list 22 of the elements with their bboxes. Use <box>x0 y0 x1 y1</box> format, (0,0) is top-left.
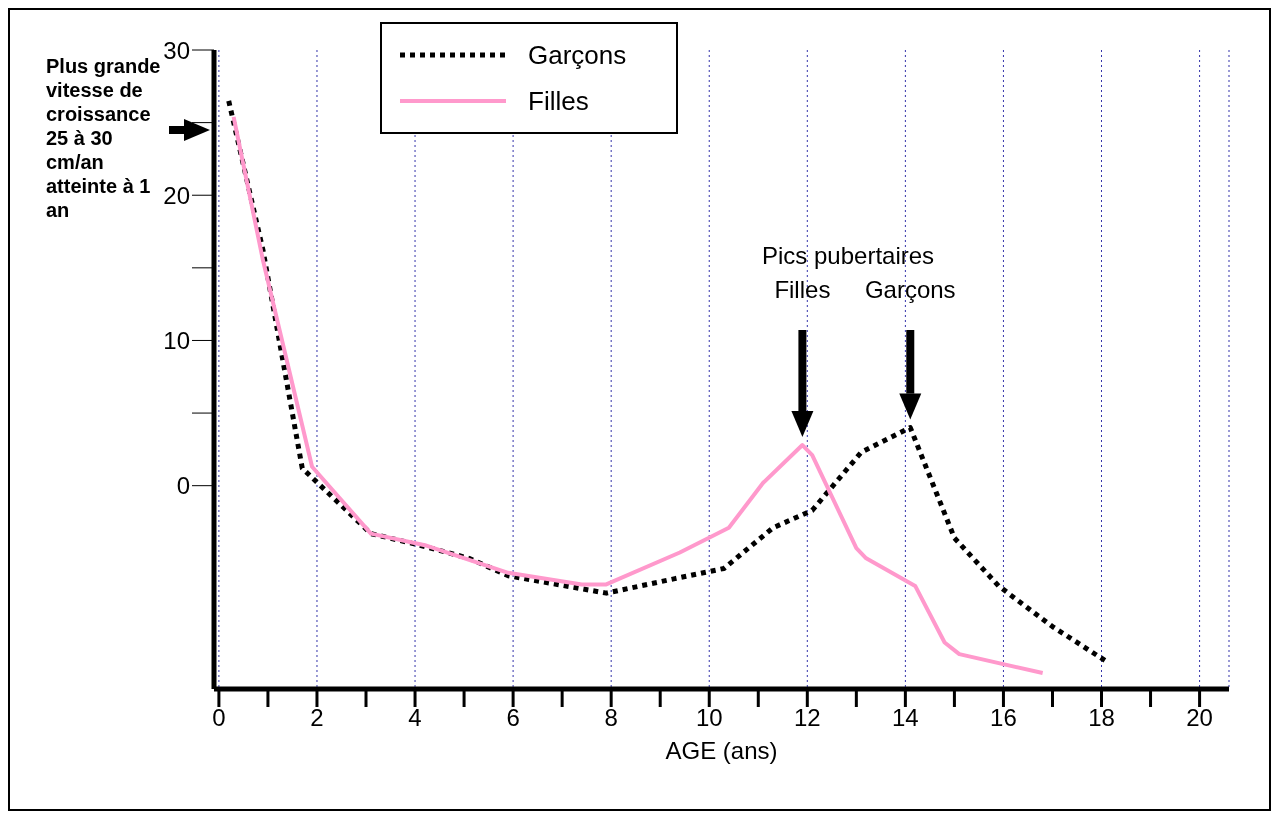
x-tick-label: 0 <box>212 704 226 732</box>
x-tick-label: 4 <box>408 704 422 732</box>
annotation: Garçons <box>863 276 957 304</box>
x-tick-label: 8 <box>604 704 618 732</box>
legend-label: Filles <box>528 85 589 117</box>
x-tick-label: 16 <box>990 704 1017 732</box>
x-tick-label: 12 <box>793 704 821 732</box>
legend-label: Garçons <box>528 39 627 71</box>
x-tick-label: 6 <box>506 704 520 732</box>
x-tick-label: 18 <box>1088 704 1115 732</box>
y-tick-label: 20 <box>163 181 190 209</box>
x-tick-label: 14 <box>892 704 919 732</box>
y-tick-label: 10 <box>163 326 190 354</box>
x-tick-label: 10 <box>695 704 723 732</box>
y-tick-label: 0 <box>176 472 190 500</box>
x-tick-label: 2 <box>310 704 324 732</box>
x-tick-label: 20 <box>1186 704 1213 732</box>
annotation: Pics pubertaires <box>762 242 935 270</box>
text: Plus grande vitesse de croissance 25 à 30 cm/an atteinte à 1 an <box>46 55 161 221</box>
annotation: Filles <box>773 276 832 304</box>
y-tick-label: 30 <box>163 36 190 64</box>
x-axis-title: AGE (ans) <box>665 737 778 764</box>
